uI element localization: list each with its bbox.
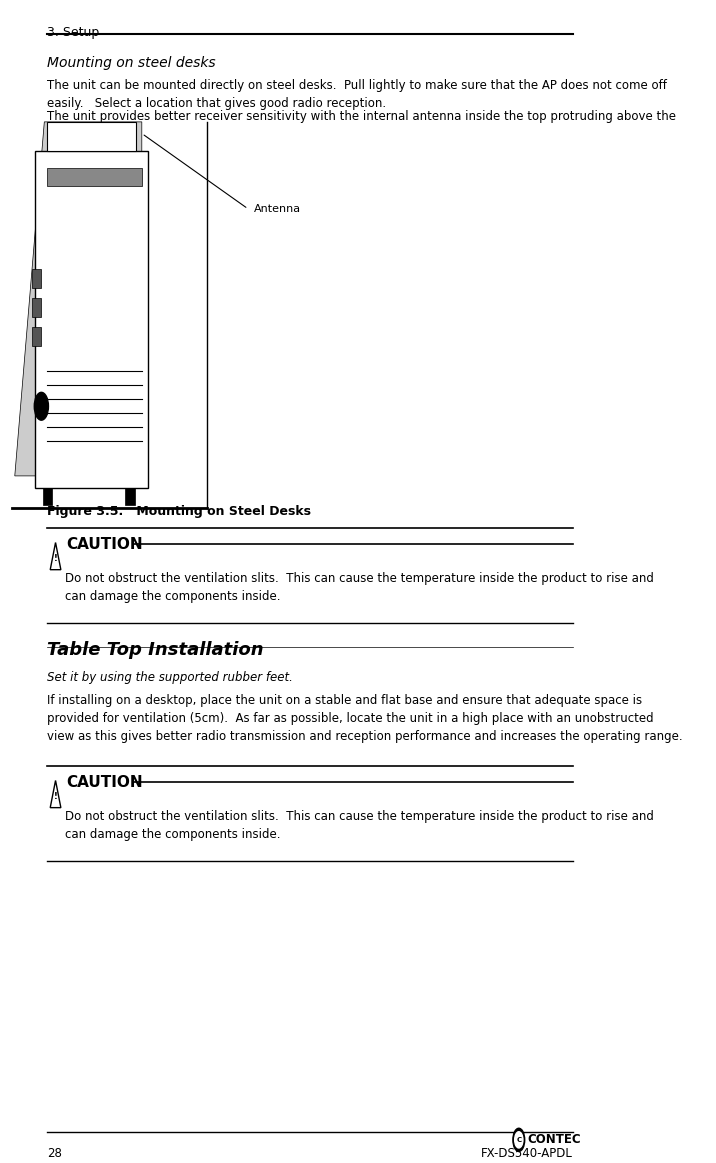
Polygon shape [15,122,142,476]
Text: !: ! [54,554,57,563]
Polygon shape [125,487,135,505]
Text: 28: 28 [47,1147,62,1160]
Text: If installing on a desktop, place the unit on a stable and flat base and ensure : If installing on a desktop, place the un… [47,694,683,743]
Polygon shape [32,327,42,345]
Polygon shape [47,122,136,151]
Circle shape [513,1128,525,1151]
Circle shape [34,392,49,420]
Text: Figure 3.5.   Mounting on Steel Desks: Figure 3.5. Mounting on Steel Desks [47,505,311,518]
Text: Do not obstruct the ventilation slits.  This can cause the temperature inside th: Do not obstruct the ventilation slits. T… [65,572,654,604]
Polygon shape [42,487,52,505]
Polygon shape [32,299,42,316]
Text: CAUTION: CAUTION [66,776,142,791]
Text: The unit can be mounted directly on steel desks.  Pull lightly to make sure that: The unit can be mounted directly on stee… [47,79,667,110]
Text: Set it by using the supported rubber feet.: Set it by using the supported rubber fee… [47,671,293,684]
Text: FX-DS540-APDL: FX-DS540-APDL [481,1147,573,1160]
Polygon shape [36,151,147,487]
Text: Antenna: Antenna [254,204,301,214]
Text: Table Top Installation: Table Top Installation [47,641,264,658]
Circle shape [515,1132,523,1148]
Text: The unit provides better receiver sensitivity with the internal antenna inside t: The unit provides better receiver sensit… [47,110,677,141]
Text: 3. Setup: 3. Setup [47,26,100,38]
Text: !: ! [54,792,57,800]
Text: C: C [516,1137,521,1143]
Text: CONTEC: CONTEC [527,1134,581,1147]
Text: CAUTION: CAUTION [66,537,142,552]
Polygon shape [50,780,61,807]
Text: Mounting on steel desks: Mounting on steel desks [47,56,216,70]
Polygon shape [32,270,42,288]
Polygon shape [50,542,61,570]
Text: Do not obstruct the ventilation slits.  This can cause the temperature inside th: Do not obstruct the ventilation slits. T… [65,811,654,841]
Polygon shape [47,169,142,186]
